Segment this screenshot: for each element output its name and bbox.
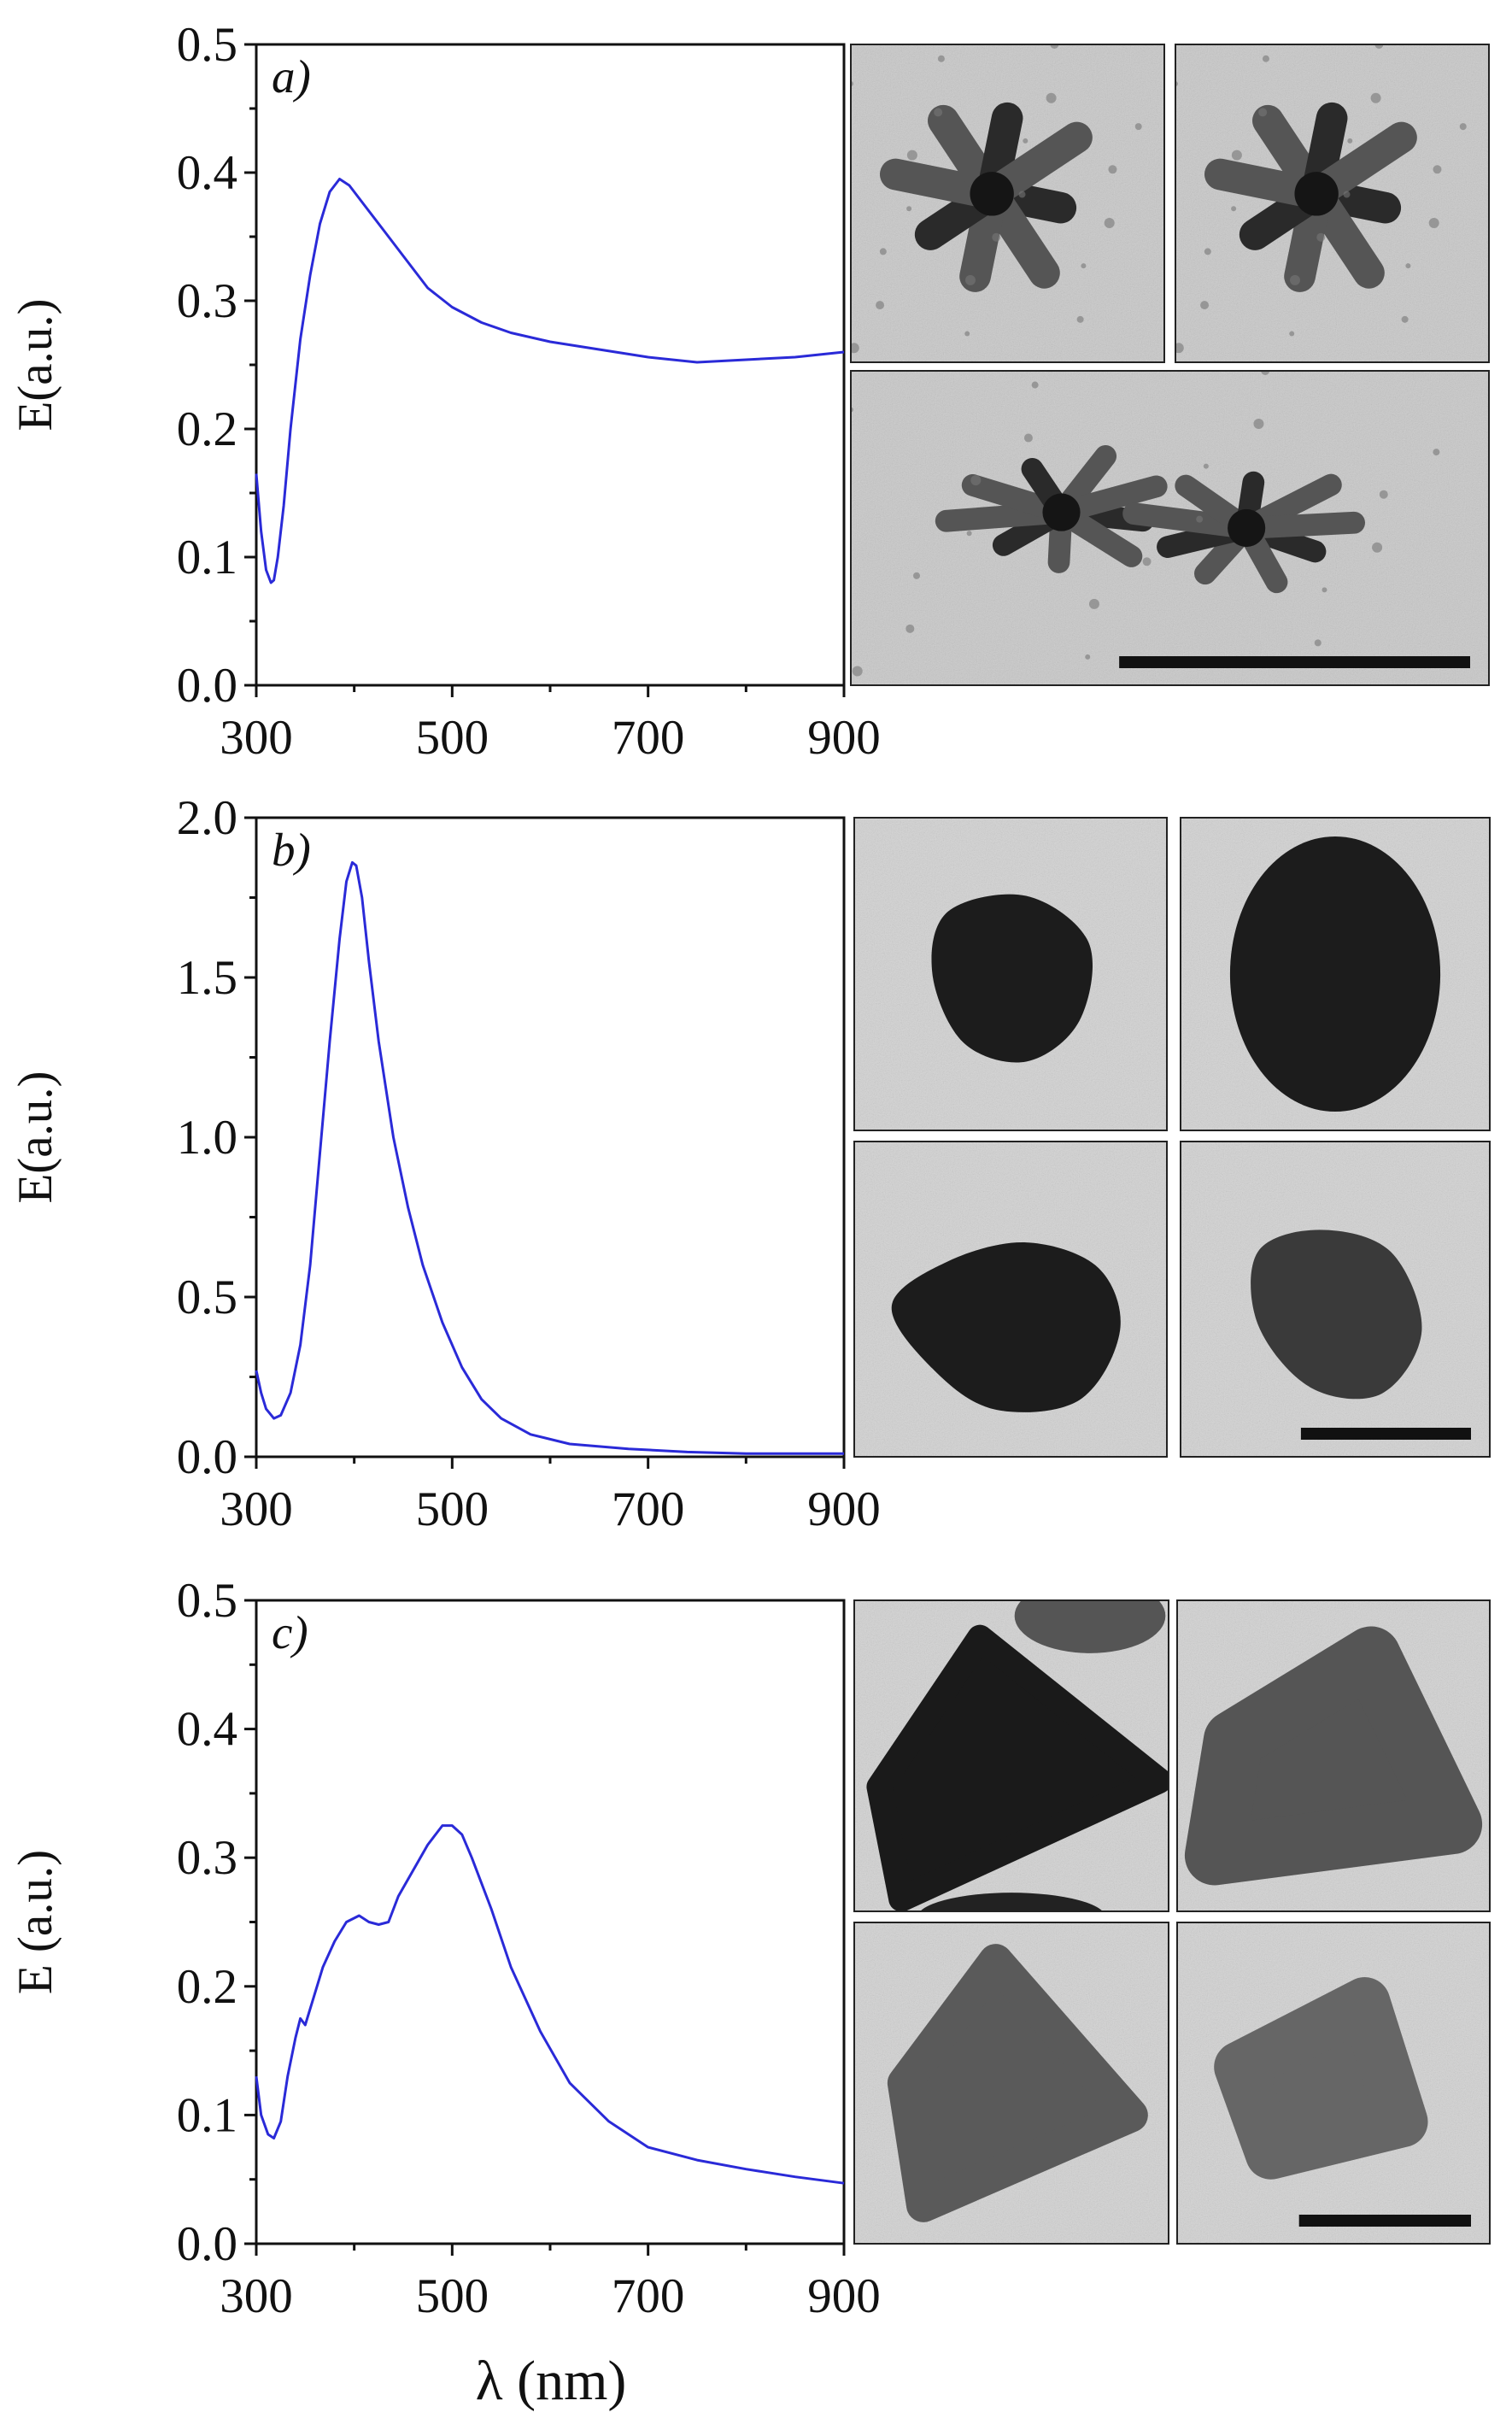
panel-label: a) <box>272 50 311 103</box>
tem-particle <box>851 371 1440 677</box>
y-tick-label: 1.0 <box>177 1111 237 1165</box>
plot-frame <box>255 1599 846 2245</box>
x-tick-label: 700 <box>612 711 685 765</box>
tem-image <box>853 1922 1169 2245</box>
tem-image <box>1180 817 1491 1131</box>
y-tick-label: 0.2 <box>177 1960 237 2014</box>
y-tick-label: 1.5 <box>177 951 237 1005</box>
y-axis-title: E (a.u.) <box>9 1850 62 1994</box>
panel-a: 0.0 0.1 0.2 0.3 0.4 0.5 300 500 700 900 E(a.u.) a) <box>9 18 1490 765</box>
y-tick-label: 0.5 <box>177 18 237 72</box>
x-tick-label: 500 <box>416 711 489 765</box>
scale-bar <box>1300 1428 1471 1440</box>
y-tick-label: 0.0 <box>177 659 237 713</box>
tem-image <box>850 370 1490 686</box>
y-tick-label: 0.5 <box>177 1271 237 1324</box>
tem-image <box>850 44 1165 363</box>
y-tick-label: 0.1 <box>177 2088 237 2142</box>
plot-frame <box>255 43 846 687</box>
y-tick-label: 0.1 <box>177 531 237 584</box>
y-tick-label: 0.5 <box>177 1574 237 1628</box>
x-tick-label: 900 <box>807 1482 881 1536</box>
spectrum-line <box>255 178 845 584</box>
tem-particle <box>931 894 1093 1063</box>
x-tick-label: 700 <box>612 1482 685 1536</box>
scale-bar <box>1298 2215 1471 2227</box>
x-tick-label: 300 <box>220 2269 293 2323</box>
tem-image <box>1176 1922 1491 2245</box>
spectrum-line <box>255 860 844 1455</box>
scale-bar <box>1119 656 1470 668</box>
tem-image <box>853 1141 1168 1458</box>
y-tick-label: 0.3 <box>177 1831 237 1885</box>
tem-particle <box>1214 1977 1428 2180</box>
plot-frame <box>255 816 846 1459</box>
x-tick-label: 900 <box>807 711 881 765</box>
y-tick-label: 0.4 <box>177 146 237 200</box>
x-tick-label: 500 <box>416 2269 489 2323</box>
panel-label: c) <box>272 1606 308 1658</box>
y-axis-title: E(a.u.) <box>9 1071 62 1203</box>
y-tick-label: 0.2 <box>177 402 237 456</box>
tem-particle <box>866 1600 1169 1911</box>
tem-particle <box>887 1944 1148 2222</box>
tem-particle <box>1229 836 1441 1112</box>
x-tick-label: 700 <box>612 2269 685 2323</box>
panel-c: 0.0 0.1 0.2 0.3 0.4 0.5 300 500 700 900 E (a.u.) c) <box>9 1574 1491 2323</box>
tem-particle <box>851 44 1142 354</box>
y-tick-label: 0.0 <box>177 1430 237 1484</box>
y-tick-label: 0.0 <box>177 2217 237 2271</box>
tem-image <box>853 817 1168 1131</box>
panel-b: 0.0 0.5 1.0 1.5 2.0 300 500 700 900 E(a.u.) b) <box>9 791 1491 1536</box>
tem-particle <box>891 1241 1121 1412</box>
tem-particle <box>1175 44 1467 354</box>
tem-particle <box>1184 1626 1483 1886</box>
y-tick-label: 0.3 <box>177 274 237 328</box>
x-tick-label: 900 <box>807 2269 881 2323</box>
spectrum-line <box>255 1824 845 2185</box>
y-tick-label: 2.0 <box>177 791 237 845</box>
panel-label: b) <box>272 824 311 876</box>
x-tick-label: 500 <box>416 1482 489 1536</box>
tem-image <box>1180 1141 1491 1458</box>
y-axis-title: E(a.u.) <box>9 298 62 431</box>
tem-image <box>853 1599 1169 1912</box>
y-tick-label: 0.4 <box>177 1703 237 1757</box>
tem-image <box>1176 1599 1491 1912</box>
tem-particle <box>1251 1230 1422 1400</box>
x-axis-title: λ (nm) <box>476 2350 627 2412</box>
x-tick-label: 300 <box>220 711 293 765</box>
x-tick-label: 300 <box>220 1482 293 1536</box>
tem-image <box>1175 44 1490 363</box>
